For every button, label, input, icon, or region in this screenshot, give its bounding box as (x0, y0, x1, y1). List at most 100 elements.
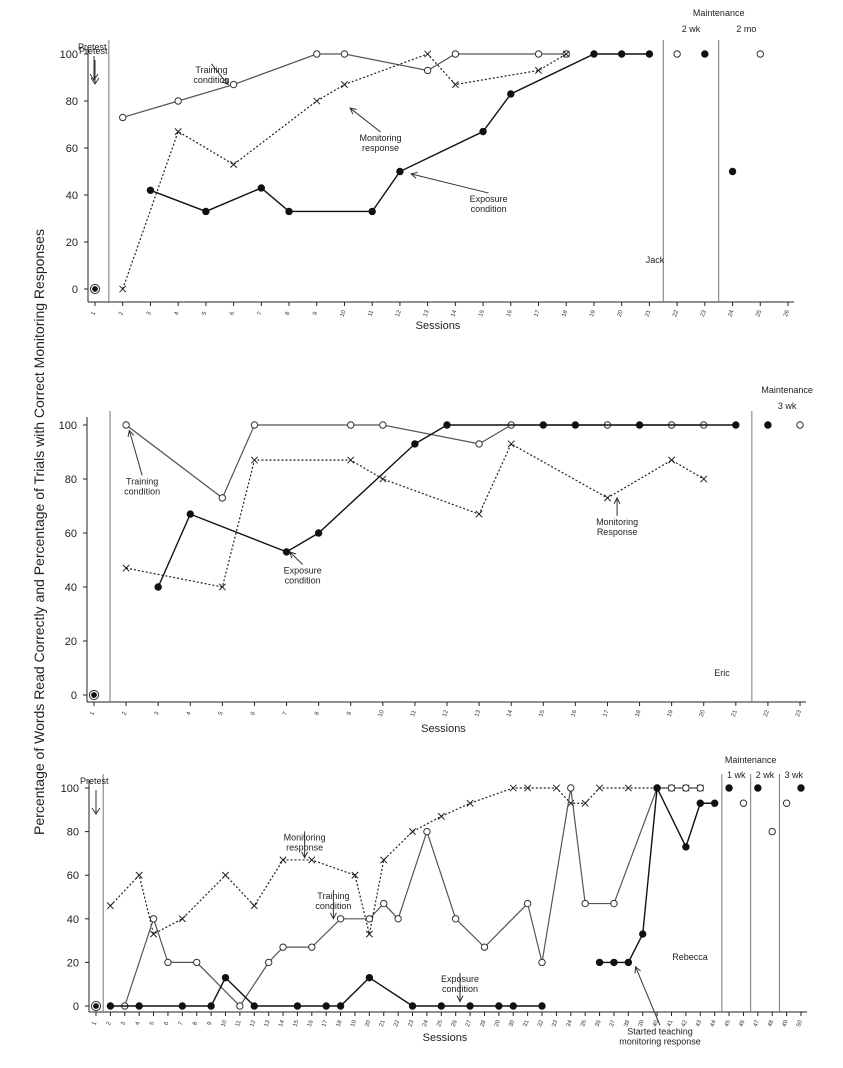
x-tick-label: 36 (595, 1019, 603, 1028)
x-tick-label: 26 (451, 1019, 459, 1028)
phase-label: Pretest (80, 776, 109, 786)
annotation-label: Monitoring (596, 517, 638, 527)
series-line (599, 785, 715, 964)
data-point (437, 812, 445, 820)
x-tick-label: 11 (410, 709, 418, 718)
annotation-label: Training (195, 65, 227, 75)
annotation-arrow (349, 107, 381, 133)
data-point (581, 799, 589, 807)
x-tick-label: 18 (336, 1019, 344, 1028)
data-point (451, 50, 460, 58)
data-point (682, 784, 690, 792)
x-tick-label: 6 (229, 310, 236, 316)
data-point (682, 843, 690, 851)
annotation-label: Monitoring (360, 133, 402, 143)
data-point (603, 494, 612, 502)
pretest-point (89, 283, 101, 295)
phase-label: 2 wk (756, 770, 775, 780)
data-point (122, 564, 130, 572)
data-point (595, 958, 604, 967)
data-point (221, 871, 230, 879)
x-tick-label: 18 (561, 309, 569, 318)
data-point (264, 958, 273, 967)
data-point (590, 50, 598, 58)
data-point (552, 784, 560, 792)
y-tick-label: 0 (72, 284, 78, 296)
x-tick-label: 2 (118, 310, 125, 316)
x-tick-label: 21 (379, 1019, 387, 1028)
data-point (285, 207, 293, 216)
data-point (250, 902, 258, 910)
x-tick-label: 25 (755, 309, 763, 318)
data-point (408, 828, 417, 836)
x-tick-label: 17 (603, 709, 611, 718)
x-tick-label: 44 (710, 1019, 718, 1028)
phase-label: Maintenance (693, 8, 745, 18)
annotation-arrow (329, 890, 337, 920)
data-point (408, 1002, 417, 1010)
data-point (221, 973, 230, 982)
x-tick-label: 3 (146, 310, 153, 316)
data-point (119, 113, 127, 122)
annotation-arrow (456, 973, 464, 1003)
pretest-arrow (89, 56, 99, 81)
y-tick-label: 100 (60, 49, 78, 61)
x-tick-label: 22 (763, 709, 771, 718)
x-tick-label: 8 (192, 1020, 199, 1026)
data-point (509, 784, 517, 792)
data-point (293, 1002, 302, 1010)
maintenance-point (673, 50, 681, 58)
x-tick-label: 4 (174, 310, 181, 316)
data-point (365, 915, 374, 923)
x-tick-label: 23 (408, 1019, 416, 1028)
y-tick-label: 40 (65, 582, 77, 594)
data-point (351, 871, 359, 879)
y-tick-label: 0 (73, 1001, 79, 1013)
x-tick-label: 22 (672, 309, 680, 318)
data-point (639, 930, 647, 938)
data-point (178, 915, 186, 923)
pretest-point (90, 1000, 102, 1012)
series-line (125, 443, 705, 588)
x-tick-label: 14 (278, 1019, 286, 1028)
annotation-arrow (211, 63, 229, 86)
data-point (411, 440, 419, 448)
annotation-label: condition (124, 486, 160, 496)
x-tick-label: 50 (796, 1019, 804, 1028)
x-tick-label: 38 (623, 1019, 631, 1028)
annotation-arrow (301, 831, 309, 859)
x-axis-title: Sessions (416, 320, 461, 332)
x-tick-label: 13 (474, 709, 482, 718)
annotation-label: condition (285, 576, 321, 586)
maintenance-point (701, 50, 709, 58)
data-point (509, 1002, 517, 1010)
x-tick-label: 21 (731, 709, 739, 718)
x-tick-label: 43 (695, 1019, 703, 1028)
data-point (700, 475, 708, 483)
series-line (110, 976, 543, 1007)
x-tick-label: 25 (436, 1019, 444, 1028)
data-point (229, 80, 238, 89)
phase-label: 3 wk (778, 401, 797, 411)
data-point (571, 421, 580, 429)
series-line (122, 53, 567, 290)
x-axis-title: Sessions (421, 723, 466, 735)
data-point (347, 456, 355, 464)
data-point (610, 899, 618, 908)
x-axis-title: Sessions (423, 1032, 468, 1044)
x-tick-label: 5 (202, 310, 209, 316)
data-point (581, 899, 589, 908)
data-point (250, 456, 259, 464)
data-point (207, 1002, 215, 1010)
data-point (336, 1002, 345, 1010)
data-point (495, 1002, 503, 1010)
x-tick-label: 34 (566, 1019, 574, 1028)
data-point (567, 784, 575, 792)
data-point (193, 958, 201, 967)
x-tick-label: 47 (753, 1019, 761, 1028)
x-tick-label: 14 (506, 709, 514, 718)
annotation-arrow (288, 551, 303, 565)
data-point (236, 1002, 244, 1010)
series-line (125, 424, 704, 499)
maintenance-point (768, 827, 776, 836)
